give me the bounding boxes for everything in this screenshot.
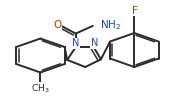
Text: CH$_3$: CH$_3$ xyxy=(31,83,50,95)
Text: O: O xyxy=(53,20,61,30)
Text: NH$_2$: NH$_2$ xyxy=(100,18,122,32)
Text: N: N xyxy=(72,38,79,48)
Text: N: N xyxy=(91,38,98,48)
Text: F: F xyxy=(132,6,138,16)
